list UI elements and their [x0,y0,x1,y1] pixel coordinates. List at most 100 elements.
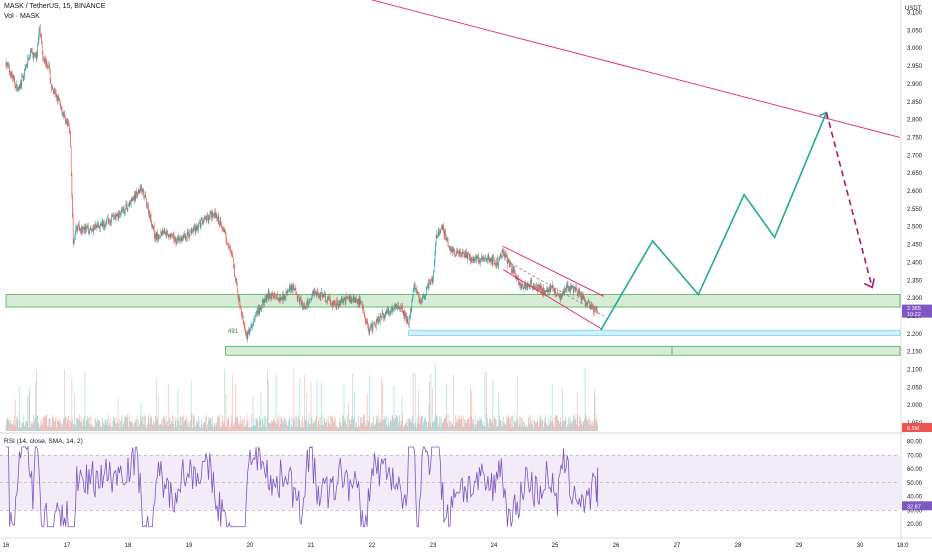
volume-label: 6.5M [907,426,920,432]
volume-bar [14,415,15,431]
candle-body [385,312,386,318]
candle-body [290,284,292,291]
candle-body [141,186,143,192]
candle-body [26,63,27,67]
volume-bar [103,425,105,431]
volume-bar [501,421,503,431]
volume-bar [568,416,569,431]
candle-body [204,217,206,219]
volume-bar [353,418,355,431]
candle-body [523,288,525,289]
volume-bar [169,418,170,431]
volume-bar [180,425,182,431]
rsi-current-badge [902,501,932,511]
volume-bar [348,420,350,431]
volume-bar [530,424,532,431]
candle-body [547,288,549,293]
candle-body [329,297,331,303]
volume-bar [365,425,367,431]
candle-body [287,291,289,293]
candle-body [157,232,158,239]
volume-bar [99,420,100,431]
volume-bar [359,425,361,431]
volume-bar [103,423,104,431]
volume-bar [575,418,577,431]
candle-body [227,244,229,246]
volume-bar [566,427,567,431]
candle-body [298,297,300,303]
candle-body [331,303,332,305]
volume-bar [501,426,502,431]
candle-body [493,257,494,259]
current-price-badge [902,304,932,318]
volume-bar [178,425,180,431]
candle-body [484,257,486,259]
candle-body [534,284,535,288]
candle-body [68,121,69,127]
candle-body [184,234,185,238]
volume-bar [91,424,92,431]
candle-body [366,321,368,323]
volume-bar [153,420,154,431]
volume-bar [516,376,518,431]
candle-body [377,318,378,321]
candle-body [169,234,170,237]
candle-body [338,300,339,307]
candle-body [33,53,34,59]
candle-body [495,263,496,266]
price-tick-label: 3.100 [907,10,923,16]
volume-bar [20,427,22,431]
candle-body [522,283,523,287]
candle-body [77,224,79,230]
candle-body [491,257,493,264]
volume-bar [80,421,81,431]
candle-body [84,226,85,231]
volume-bar [340,423,341,431]
volume-bar [201,419,202,431]
volume-bar [507,418,508,431]
candle-body [72,216,74,245]
volume-bar [314,420,316,431]
volume-bar [130,421,131,431]
volume-bar [24,425,26,431]
candle-body [494,263,496,265]
volume-bar [217,418,219,431]
candle-body [151,221,152,227]
volume-bar [494,418,496,431]
volume-bar [267,379,269,431]
candle-body [448,246,450,247]
candle-body [285,290,287,297]
volume-bar [491,422,492,431]
volume-bar [161,420,162,431]
candle-body [46,64,48,65]
volume-bar [321,424,323,431]
volume-bar [470,386,471,431]
candle-body [476,255,477,260]
volume-bar [279,426,280,431]
volume-bar [406,422,407,431]
volume-bar [506,415,507,431]
candle-body [574,286,576,290]
candle-body [295,288,297,294]
candle-body [192,229,194,231]
candle-body [495,265,497,267]
volume-bar [39,425,41,431]
volume-bar [275,374,277,431]
volume-bar [436,415,438,431]
volume-bar [538,427,539,431]
candle-body [178,237,179,240]
candle-body [238,299,240,301]
candle-body [390,310,392,312]
candle-body [318,296,320,298]
candle-body [461,253,463,255]
volume-bar [304,418,306,431]
volume-bar [269,422,270,431]
candle-body [300,297,302,305]
candle-body [151,225,153,227]
candle-body [467,253,469,260]
candle-body [261,304,262,308]
candle-body [535,286,536,289]
volume-bar [576,424,577,431]
candle-body [176,239,178,243]
